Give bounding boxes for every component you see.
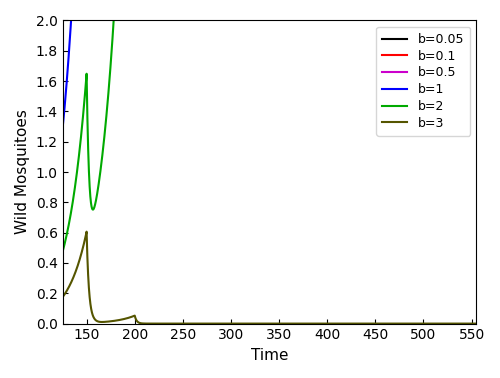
b=2 <box>36 170 42 174</box>
b=0.05 <box>36 170 42 174</box>
Y-axis label: Wild Mosquitoes: Wild Mosquitoes <box>15 110 30 234</box>
Line: b=2: b=2 <box>38 0 481 288</box>
b=0.5 <box>36 170 42 174</box>
b=3 <box>79 249 85 254</box>
b=3 <box>36 170 42 174</box>
b=3 <box>426 321 432 326</box>
b=2 <box>104 110 110 114</box>
Line: b=1: b=1 <box>38 0 481 241</box>
b=1 <box>41 239 47 243</box>
b=3 <box>475 321 481 326</box>
b=2 <box>79 125 85 130</box>
Line: b=0.5: b=0.5 <box>38 0 481 201</box>
b=1 <box>36 170 42 174</box>
X-axis label: Time: Time <box>250 348 288 363</box>
Line: b=0.1: b=0.1 <box>38 0 481 172</box>
b=3 <box>478 321 484 326</box>
Line: b=3: b=3 <box>38 172 481 324</box>
b=0.1 <box>36 170 42 174</box>
b=3 <box>272 321 278 326</box>
Line: b=0.05: b=0.05 <box>38 0 481 172</box>
b=2 <box>44 286 50 290</box>
b=3 <box>104 319 110 324</box>
Legend: b=0.05, b=0.1, b=0.5, b=1, b=2, b=3: b=0.05, b=0.1, b=0.5, b=1, b=2, b=3 <box>376 27 470 136</box>
b=3 <box>160 321 166 326</box>
b=0.5 <box>39 199 45 204</box>
